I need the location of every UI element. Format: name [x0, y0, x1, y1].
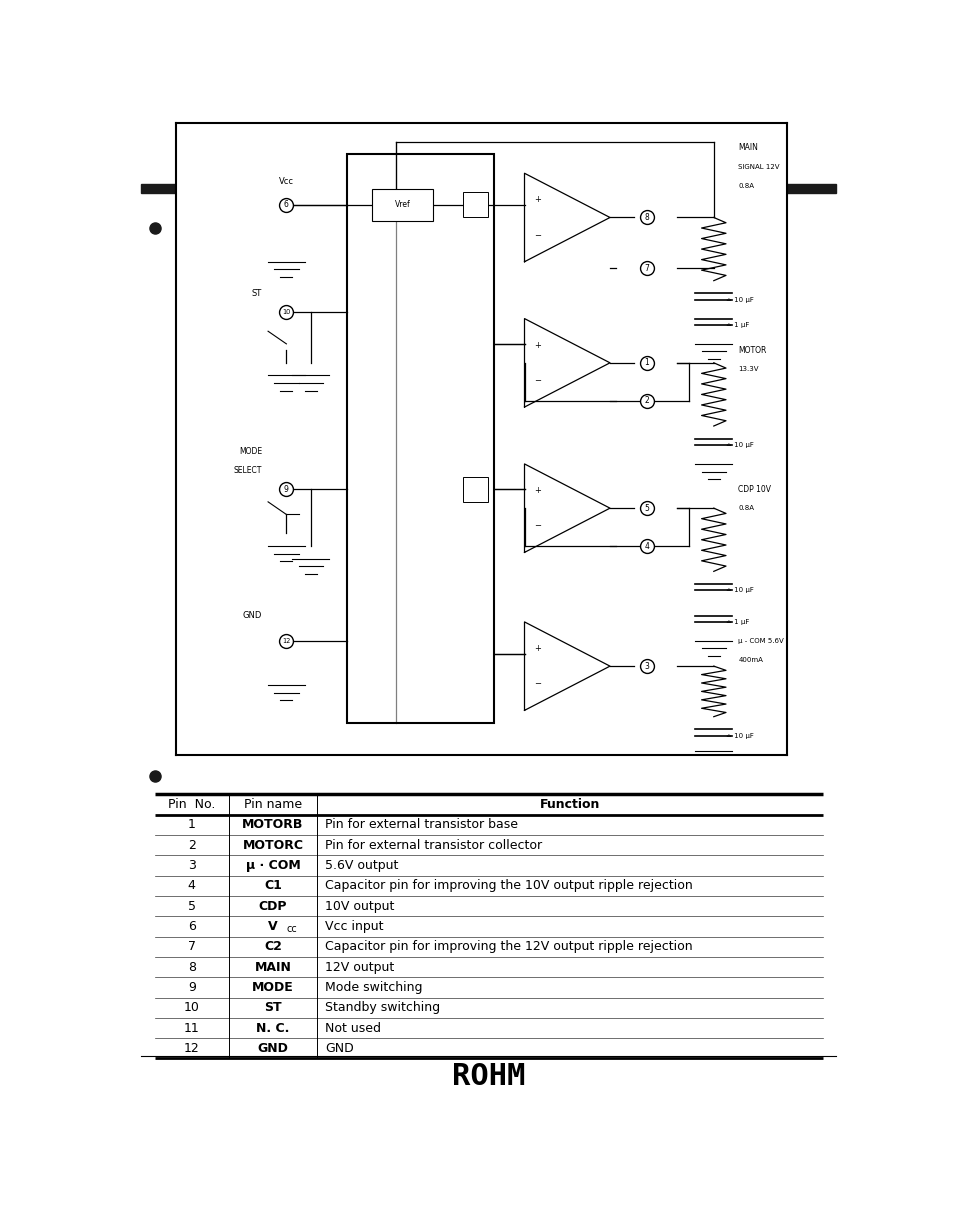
Text: 4: 4	[188, 880, 195, 892]
Text: 9: 9	[284, 485, 289, 493]
Text: SIGNAL 12V: SIGNAL 12V	[738, 164, 779, 169]
Text: +: +	[533, 486, 540, 494]
Text: 9: 9	[188, 980, 195, 994]
Text: 400mA: 400mA	[738, 656, 762, 663]
Text: ST: ST	[264, 1001, 281, 1015]
Text: ≐ 1 μF: ≐ 1 μF	[725, 618, 749, 625]
Text: CDP: CDP	[258, 899, 287, 913]
Text: 12V output: 12V output	[324, 961, 394, 973]
Text: 5.6V output: 5.6V output	[324, 859, 397, 872]
Bar	[372, 189, 433, 221]
Text: 3: 3	[188, 859, 195, 872]
Text: MAIN: MAIN	[254, 961, 292, 973]
Text: −: −	[533, 521, 540, 530]
Text: C1: C1	[264, 880, 282, 892]
Text: ≐ 10 μF: ≐ 10 μF	[725, 442, 753, 448]
Text: Capacitor pin for improving the 12V output ripple rejection: Capacitor pin for improving the 12V outp…	[324, 940, 692, 953]
Text: Vref: Vref	[395, 200, 410, 210]
Text: 3: 3	[643, 661, 648, 671]
Text: ≐ 10 μF: ≐ 10 μF	[725, 297, 753, 303]
Text: −: −	[533, 231, 540, 239]
Text: μ · COM: μ · COM	[246, 859, 300, 872]
Text: 0.8A: 0.8A	[738, 183, 754, 189]
Text: +: +	[533, 644, 540, 653]
Text: 6: 6	[284, 200, 289, 210]
Text: MAIN: MAIN	[738, 144, 758, 152]
Text: ST: ST	[252, 288, 262, 298]
Text: Not used: Not used	[324, 1022, 380, 1034]
Text: μ - COM 5.6V: μ - COM 5.6V	[738, 638, 783, 644]
Text: +: +	[533, 341, 540, 350]
Text: GND: GND	[324, 1042, 354, 1055]
Text: V: V	[268, 920, 277, 933]
Text: 2: 2	[643, 396, 648, 405]
Text: 6: 6	[188, 920, 195, 933]
Text: 10: 10	[282, 309, 291, 315]
Text: MOTORC: MOTORC	[242, 839, 303, 852]
Text: 4: 4	[643, 541, 648, 551]
Text: Pin  No.: Pin No.	[168, 798, 215, 811]
Text: −: −	[533, 680, 540, 688]
Text: ≐ 1 μF: ≐ 1 μF	[725, 321, 749, 328]
Text: ROHM: ROHM	[452, 1063, 525, 1091]
Text: 12: 12	[184, 1042, 199, 1055]
Text: Capacitor pin for improving the 10V output ripple rejection: Capacitor pin for improving the 10V outp…	[324, 880, 692, 892]
Text: 1: 1	[643, 358, 648, 367]
Text: MOTORB: MOTORB	[242, 818, 303, 832]
Text: Standby switching: Standby switching	[324, 1001, 439, 1015]
Text: C2: C2	[264, 940, 282, 953]
Text: 12: 12	[282, 638, 291, 644]
Bar	[463, 193, 487, 217]
Text: 5: 5	[643, 503, 648, 513]
Text: ≐ 10 μF: ≐ 10 μF	[725, 733, 753, 739]
Text: ≐ 10 μF: ≐ 10 μF	[725, 588, 753, 594]
Text: Vcc input: Vcc input	[324, 920, 383, 933]
Text: Function: Function	[539, 798, 599, 811]
Text: 8: 8	[643, 213, 648, 222]
Text: N. C.: N. C.	[256, 1022, 290, 1034]
Text: Vcc: Vcc	[278, 177, 294, 185]
Text: 0.8A: 0.8A	[738, 506, 754, 512]
Text: Pin name: Pin name	[244, 798, 302, 811]
Text: CDP 10V: CDP 10V	[738, 485, 770, 493]
Text: GND: GND	[257, 1042, 288, 1055]
Text: 1: 1	[188, 818, 195, 832]
Bar	[463, 476, 487, 502]
Text: GND: GND	[242, 611, 262, 620]
Text: Mode switching: Mode switching	[324, 980, 422, 994]
Text: cc: cc	[286, 924, 296, 934]
Text: 13.3V: 13.3V	[738, 366, 758, 372]
Text: 7: 7	[643, 264, 648, 272]
Text: MOTOR: MOTOR	[738, 346, 766, 355]
Bar	[347, 155, 494, 723]
Text: MODE: MODE	[252, 980, 294, 994]
Text: 8: 8	[188, 961, 195, 973]
Text: MODE: MODE	[238, 447, 262, 455]
Text: SELECT: SELECT	[233, 466, 262, 475]
Text: 11: 11	[184, 1022, 199, 1034]
Text: +: +	[533, 195, 540, 204]
Text: Pin for external transistor base: Pin for external transistor base	[324, 818, 517, 832]
Bar	[141, 184, 836, 193]
Text: 10: 10	[184, 1001, 199, 1015]
Text: 7: 7	[188, 940, 195, 953]
Text: 5: 5	[188, 899, 195, 913]
Text: 10V output: 10V output	[324, 899, 394, 913]
Text: 2: 2	[188, 839, 195, 852]
Text: Pin for external transistor collector: Pin for external transistor collector	[324, 839, 541, 852]
Text: −: −	[533, 375, 540, 385]
